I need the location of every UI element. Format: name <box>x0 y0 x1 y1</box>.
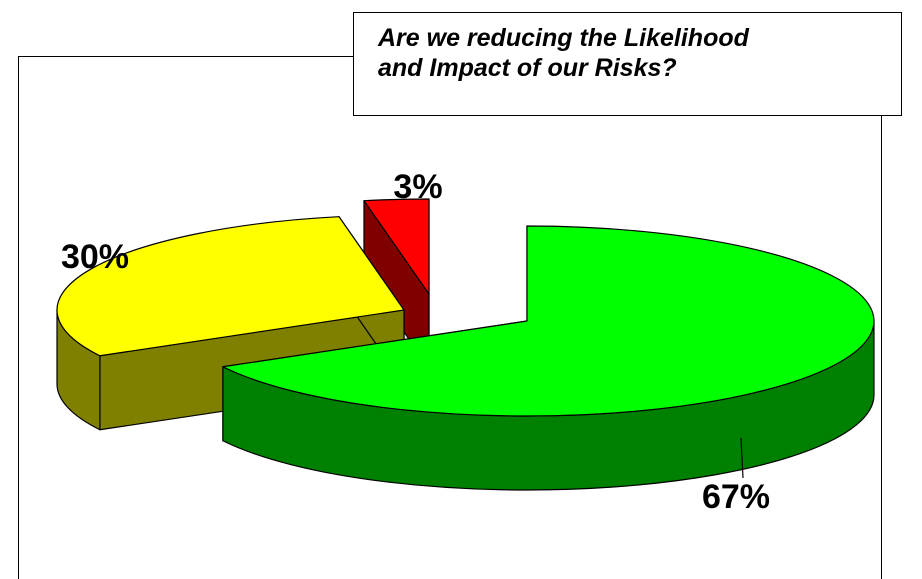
pie-slice-1 <box>222 225 875 491</box>
pie-slice-1-top <box>222 225 875 417</box>
data-label-2: 30% <box>61 238 129 276</box>
pie-slice-3-top <box>363 198 430 295</box>
data-label-1: 67% <box>702 478 770 516</box>
data-label-3: 3% <box>393 168 442 206</box>
chart-title: Are we reducing the Likelihood and Impac… <box>378 24 749 82</box>
pie-slice-2-top <box>56 216 405 357</box>
data-label-leader-1 <box>740 437 744 479</box>
chart-title-box: Are we reducing the Likelihood and Impac… <box>353 12 902 116</box>
